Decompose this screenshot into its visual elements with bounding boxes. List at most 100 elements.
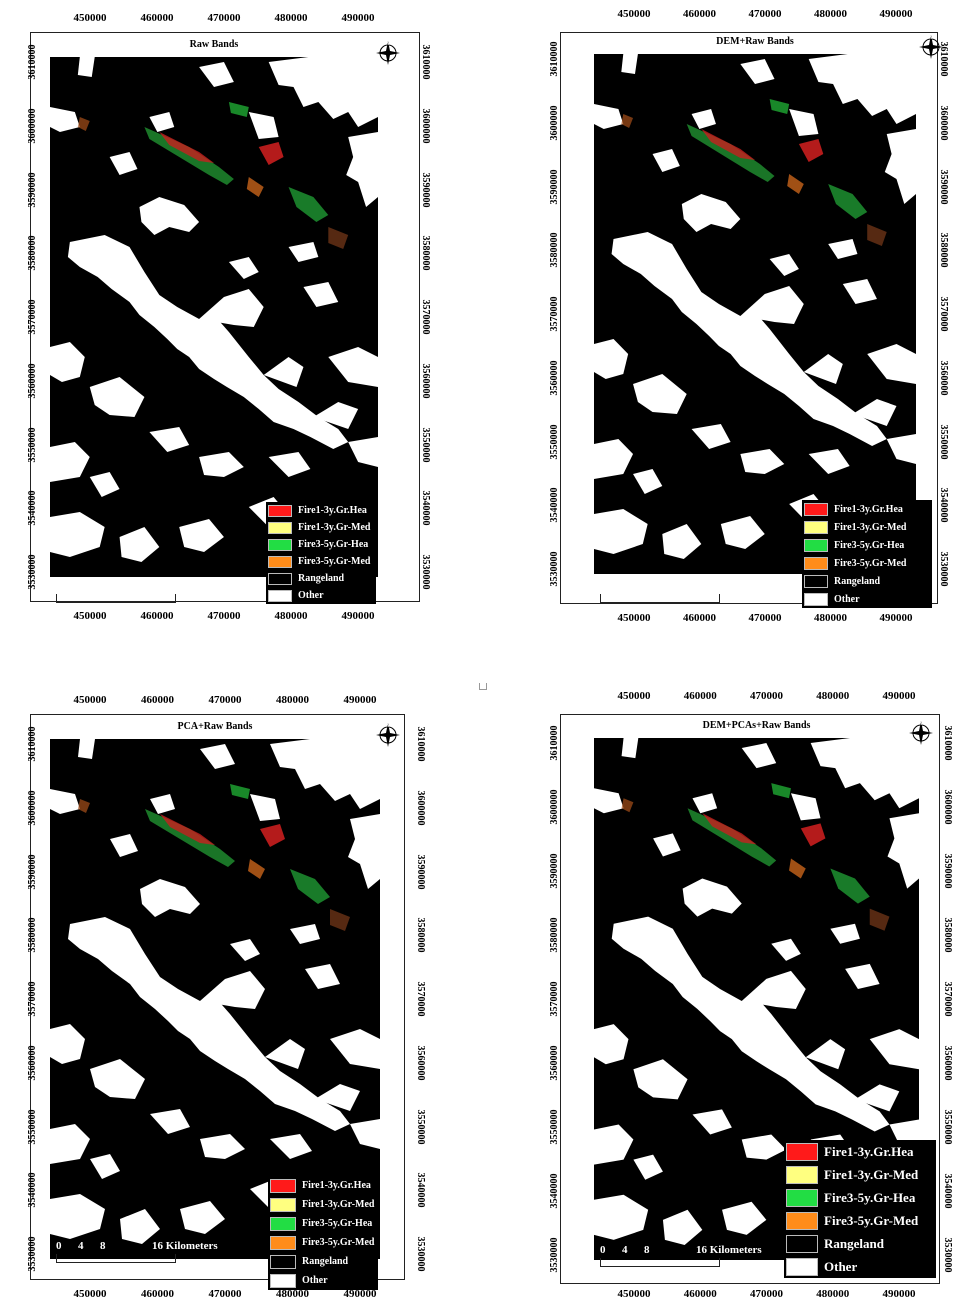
map-frame: [30, 714, 405, 1280]
legend-label: Fire3-5y.Gr-Hea: [298, 539, 369, 550]
scale-bar: 0 4 8 16 Kilometers: [600, 580, 780, 604]
legend-label: Fire3-5y.Gr-Hea: [302, 1218, 373, 1229]
x-tick-label: 450000: [73, 610, 107, 622]
x-tick-label: 460000: [140, 610, 174, 622]
y-tick-label: 3590000: [415, 854, 426, 889]
x-tick-label: 460000: [683, 612, 716, 624]
x-tick-label: 450000: [73, 12, 107, 24]
legend-label: Rangeland: [824, 1235, 884, 1251]
y-tick-label: 3580000: [942, 917, 953, 953]
y-tick-label: 3540000: [549, 487, 560, 523]
legend-label: Fire3-5y.Gr-Med: [302, 1237, 375, 1248]
x-tick-label: 460000: [683, 1288, 717, 1300]
legend-swatch: [270, 1178, 296, 1193]
y-tick-label: 3610000: [942, 725, 953, 761]
scale-bar: 0 4 8 16 Kilometers: [56, 580, 236, 604]
y-tick-label: 3570000: [415, 981, 426, 1017]
legend-label: Other: [824, 1258, 858, 1274]
scale-bar-label: 16 Kilometers: [152, 580, 218, 592]
y-tick-label: 3540000: [549, 1173, 560, 1209]
map-raster: [50, 739, 380, 1259]
map-legend: Fire1-3y.Gr.Hea Fire1-3y.Gr-Med Fire3-5y.G…: [266, 502, 376, 604]
y-tick-label: 3570000: [27, 299, 38, 335]
legend-label: Rangeland: [834, 575, 881, 587]
legend-item: Fire3-5y.Gr-Med: [802, 554, 932, 572]
y-tick-label: 3530000: [549, 551, 560, 587]
y-tick-label: 3600000: [415, 790, 426, 826]
y-tick-label: 3550000: [942, 1109, 953, 1145]
legend-swatch: [786, 1142, 818, 1161]
scale-bar-label: 16 Kilometers: [696, 1244, 762, 1256]
y-tick-label: 3550000: [415, 1109, 426, 1144]
legend-label: Fire1-3y.Gr-Med: [298, 522, 371, 533]
y-tick-label: 3550000: [27, 427, 38, 462]
y-tick-label: 3560000: [27, 1045, 38, 1081]
legend-item: Other: [266, 587, 376, 604]
y-tick-label: 3580000: [549, 232, 560, 268]
map-frame: [30, 32, 420, 602]
legend-item: Rangeland: [268, 1252, 378, 1271]
x-tick-label: 490000: [882, 690, 916, 702]
y-tick-label: 3610000: [549, 41, 560, 77]
map-frame: [560, 32, 938, 604]
y-tick-label: 3570000: [938, 296, 949, 332]
y-tick-label: 3600000: [942, 789, 953, 825]
legend-item: Fire3-5y.Gr-Hea: [802, 536, 932, 554]
legend-label: Other: [298, 590, 324, 601]
x-tick-label: 470000: [207, 610, 241, 622]
y-tick-label: 3560000: [27, 363, 38, 399]
x-tick-label: 450000: [617, 1288, 651, 1300]
x-tick-label: 470000: [748, 8, 782, 20]
y-tick-label: 3540000: [415, 1172, 426, 1208]
y-tick-label: 3570000: [549, 981, 560, 1017]
scale-bar-label: 0: [600, 580, 606, 592]
y-tick-label: 3580000: [415, 917, 426, 953]
map-panel: DEM+Raw Bands 450000 450000 460000 460000 470…: [549, 8, 949, 624]
x-tick-label: 450000: [73, 694, 107, 706]
legend-swatch: [786, 1234, 818, 1253]
y-tick-label: 3590000: [549, 853, 560, 889]
map-legend: Fire1-3y.Gr.Hea Fire1-3y.Gr-Med Fire3-5y.G…: [268, 1176, 378, 1290]
legend-swatch: [270, 1254, 296, 1269]
scale-bar-line: [56, 594, 176, 603]
legend-swatch: [270, 1216, 296, 1231]
legend-swatch: [804, 592, 828, 606]
scale-bar-label: 0: [600, 1244, 606, 1256]
y-tick-label: 3540000: [27, 1172, 38, 1208]
y-tick-label: 3550000: [938, 424, 949, 459]
y-tick-label: 3570000: [942, 981, 953, 1017]
y-tick-label: 3560000: [549, 1045, 560, 1081]
y-tick-label: 3590000: [27, 854, 38, 889]
legend-swatch: [804, 574, 828, 588]
scale-bar-label: 4: [622, 1244, 628, 1256]
scale-bar-line: [600, 594, 720, 603]
y-tick-label: 3610000: [549, 725, 560, 761]
legend-label: Fire3-5y.Gr-Med: [298, 556, 371, 567]
y-tick-label: 3590000: [420, 172, 431, 207]
y-tick-label: 3530000: [420, 554, 431, 590]
legend-label: Fire3-5y.Gr-Med: [834, 557, 907, 569]
map-panel: PCA+Raw Bands 450000 450000 460000 460000 470…: [27, 694, 426, 1300]
scale-bar-label: 4: [78, 580, 84, 592]
legend-label: Fire3-5y.Gr-Hea: [824, 1189, 916, 1205]
x-tick-label: 490000: [879, 8, 913, 20]
map-raster: [50, 57, 378, 577]
legend-item: Fire1-3y.Gr.Hea: [784, 1140, 936, 1163]
x-tick-label: 450000: [617, 612, 651, 624]
x-tick-label: 490000: [341, 12, 375, 24]
panel-title: DEM+Raw Bands: [716, 36, 794, 47]
y-tick-label: 3530000: [27, 1236, 38, 1272]
y-tick-label: 3560000: [938, 360, 949, 396]
legend-label: Rangeland: [298, 573, 345, 584]
x-tick-label: 460000: [683, 690, 717, 702]
y-tick-label: 3610000: [415, 726, 426, 762]
legend-item: Fire1-3y.Gr.Hea: [268, 1176, 378, 1195]
y-tick-label: 3600000: [549, 105, 560, 141]
y-tick-label: 3560000: [942, 1045, 953, 1081]
legend-swatch: [268, 504, 292, 517]
legend-swatch: [268, 521, 292, 534]
x-tick-label: 480000: [274, 12, 308, 24]
scale-bar-label: 8: [100, 1240, 106, 1252]
y-tick-label: 3580000: [938, 232, 949, 268]
y-tick-label: 3560000: [415, 1045, 426, 1081]
